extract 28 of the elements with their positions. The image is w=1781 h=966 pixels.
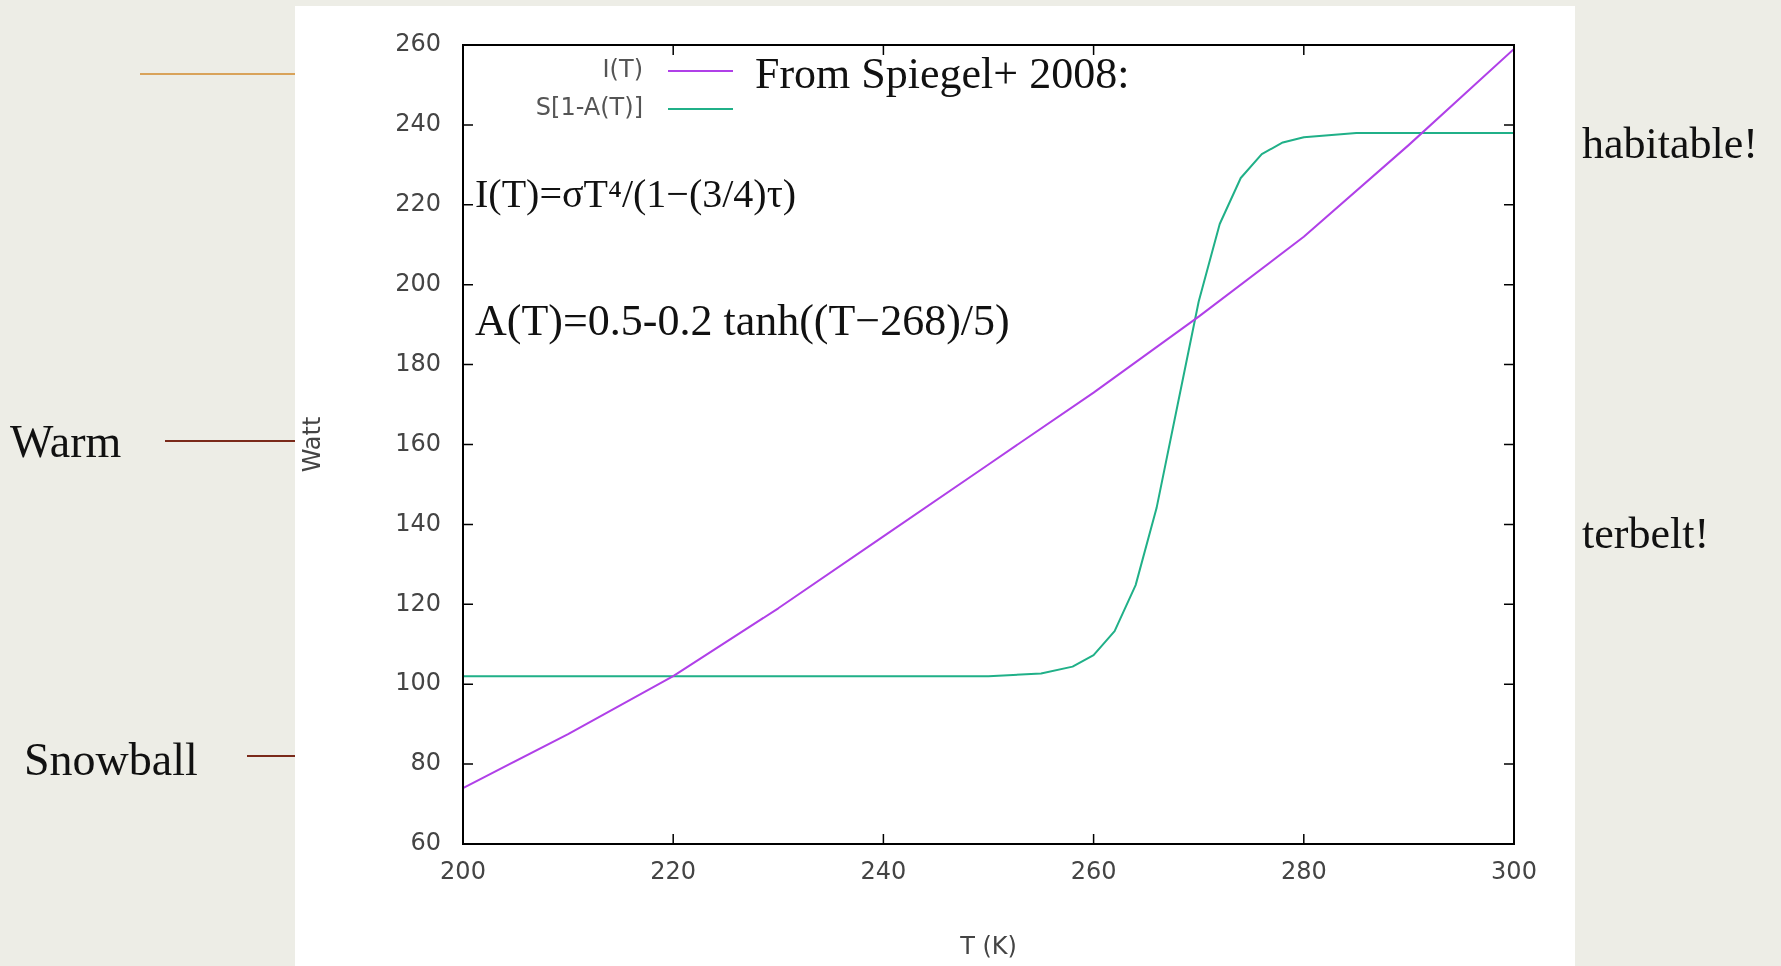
annotation: I(T)=σT⁴/(1−(3/4)τ) — [475, 170, 797, 217]
legend-label: I(T) — [602, 55, 643, 84]
x-tick-label: 260 — [1070, 856, 1117, 885]
annotation: A(T)=0.5-0.2 tanh((T−268)/5) — [475, 295, 1010, 346]
text: Warm — [10, 415, 122, 468]
y-axis-title: Watt — [297, 416, 326, 473]
legend-label: S[1-A(T)] — [535, 93, 643, 122]
text: habitable! — [1582, 118, 1758, 169]
y-tick-label: 180 — [395, 348, 441, 377]
y-tick-label: 80 — [410, 748, 441, 777]
y-tick-label: 140 — [395, 508, 441, 537]
x-tick-label: 200 — [440, 856, 486, 885]
text: terbelt! — [1582, 508, 1710, 559]
y-tick-label: 60 — [410, 828, 441, 857]
y-tick-label: 220 — [395, 189, 441, 218]
x-tick-label: 240 — [860, 856, 907, 885]
x-tick-label: 220 — [650, 856, 697, 885]
annotation: From Spiegel+ 2008: — [755, 48, 1130, 99]
y-tick-label: 160 — [395, 428, 441, 457]
x-tick-label: 280 — [1280, 856, 1327, 885]
y-tick-label: 100 — [395, 668, 441, 697]
y-tick-label: 120 — [395, 588, 441, 617]
y-tick-label: 260 — [395, 29, 441, 58]
y-tick-label: 200 — [395, 268, 441, 297]
text: Snowball — [24, 733, 198, 786]
x-axis-title: T (K) — [959, 931, 1017, 960]
x-tick-label: 300 — [1491, 856, 1537, 885]
y-tick-label: 240 — [395, 109, 441, 138]
